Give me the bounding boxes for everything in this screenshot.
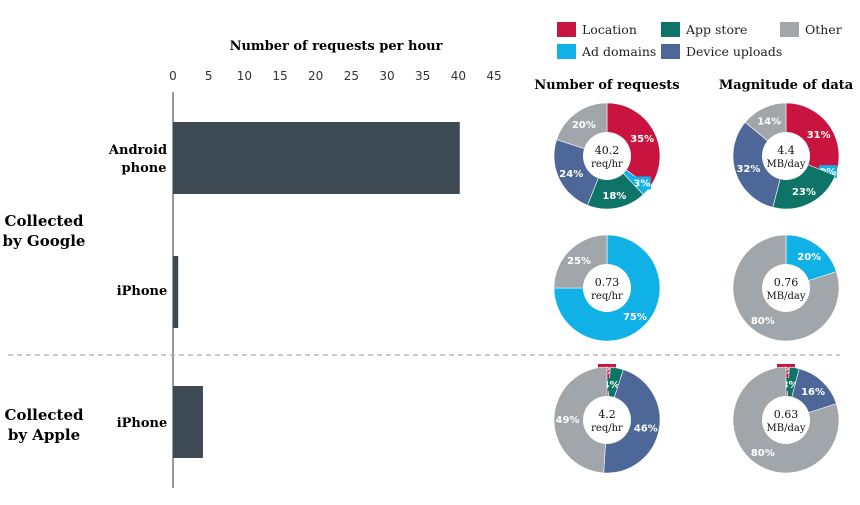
donut-charts: 35%3%18%24%20%40.2req/hr75%25%0.73req/hr… <box>553 102 840 474</box>
legend-label: Location <box>582 22 637 37</box>
legend-swatch <box>780 22 799 37</box>
legend-label: Ad domains <box>581 44 656 59</box>
donut-slice <box>732 234 840 342</box>
donut-hole <box>583 264 631 312</box>
bar-label: Android <box>108 143 167 158</box>
donut-center-unit: req/hr <box>591 159 623 170</box>
slice-label: 14% <box>757 116 781 127</box>
legend-swatch <box>557 22 576 37</box>
slice-label: 4% <box>603 380 620 391</box>
donut-slice <box>603 369 661 474</box>
group-label: Collected <box>5 212 84 230</box>
slice-label: 32% <box>736 164 760 175</box>
slice-label: 46% <box>634 423 658 434</box>
donut-chart: 75% 25% 0.73 req/hr <box>553 234 661 342</box>
bar-label: iPhone <box>117 416 168 431</box>
donut-slice <box>732 121 787 208</box>
donut-slice <box>587 155 644 210</box>
slice-label: 80% <box>751 448 775 459</box>
x-tick-label: 20 <box>308 69 323 83</box>
x-tick-label: 15 <box>272 69 287 83</box>
donut-center-value: 4.2 <box>598 408 616 421</box>
donut-center-unit: MB/day <box>767 159 806 170</box>
donut-hole <box>583 396 631 444</box>
donut-slice <box>732 366 840 474</box>
group-label: by Apple <box>8 426 80 444</box>
slice-label: 49% <box>556 415 580 426</box>
x-tick-label: 0 <box>169 69 177 83</box>
donut-center-unit: req/hr <box>591 291 623 302</box>
donut-center-value: 0.76 <box>774 276 799 289</box>
bar <box>173 256 179 328</box>
slice-label: 18% <box>602 191 626 202</box>
donut-center-unit: MB/day <box>767 291 806 302</box>
slice-label: 3% <box>633 178 650 189</box>
slice-label: 80% <box>751 316 775 327</box>
donut-hole <box>762 264 810 312</box>
bar-chart: Number of requests per hour 0 5 10 15 20 25 30… <box>3 39 840 488</box>
x-tick-label: 25 <box>344 69 359 83</box>
slice-label: 25% <box>567 256 591 267</box>
legend-swatch <box>661 22 680 37</box>
donut-center-value: 0.73 <box>595 276 620 289</box>
donut-hole <box>762 132 810 180</box>
legend-label: Device uploads <box>686 44 782 59</box>
slice-label: 35% <box>630 134 654 145</box>
x-tick-label: 40 <box>451 69 466 83</box>
donut-chart: 35% 3% 18% 24% 20% 40.2 req/hr <box>553 102 661 210</box>
group-labels: Collected by Google Collected by Apple <box>3 212 86 444</box>
donut-chart: 20% 80% 0.76 MB/day <box>732 234 840 342</box>
donut-center-unit: req/hr <box>591 423 623 434</box>
requests-column-title: Number of requests <box>534 78 679 93</box>
x-tick-label: 30 <box>379 69 394 83</box>
bar <box>173 122 460 194</box>
slice-label: 3% <box>782 380 799 391</box>
slice-label: 31% <box>807 130 831 141</box>
bar-chart-title: Number of requests per hour <box>230 39 443 54</box>
slice-label: 75% <box>623 312 647 323</box>
legend-swatch <box>557 44 576 59</box>
bar <box>173 386 203 458</box>
legend-swatch <box>661 44 680 59</box>
legend: Location App store Other Ad domains Device u… <box>557 22 842 59</box>
slice-label-box <box>632 176 651 190</box>
x-axis-ticks: 0 5 10 15 20 25 30 35 40 45 <box>169 69 501 83</box>
slice-label: 20% <box>572 120 596 131</box>
donut-center-value: 4.4 <box>777 144 795 157</box>
data-column-title: Magnitude of data <box>719 78 854 93</box>
x-tick-label: 35 <box>415 69 430 83</box>
x-tick-label: 45 <box>486 69 501 83</box>
group-label: by Google <box>3 232 86 250</box>
slice-label: 24% <box>559 169 583 180</box>
group-label: Collected <box>5 406 84 424</box>
slice-label: 20% <box>797 252 821 263</box>
x-tick-label: 5 <box>205 69 213 83</box>
donut-hole <box>583 132 631 180</box>
donut-center-value: 0.63 <box>774 408 799 421</box>
donut-center-value: 40.2 <box>595 144 620 157</box>
bar-labels: Android phone iPhone iPhone <box>108 143 167 431</box>
donut-center-unit: MB/day <box>767 423 806 434</box>
donut-hole <box>762 396 810 444</box>
donut-chart: 31%0%23%32%14%4.4MB/day <box>732 102 840 210</box>
slice-label: 16% <box>801 387 825 398</box>
donut-slice <box>606 102 661 188</box>
donut-slice <box>553 366 608 474</box>
legend-label: App store <box>685 22 747 37</box>
bar-label: phone <box>122 161 167 176</box>
legend-label: Other <box>805 22 842 37</box>
bar-label: iPhone <box>117 284 168 299</box>
x-tick-label: 10 <box>237 69 252 83</box>
bars <box>173 122 460 458</box>
slice-label: 23% <box>792 187 816 198</box>
